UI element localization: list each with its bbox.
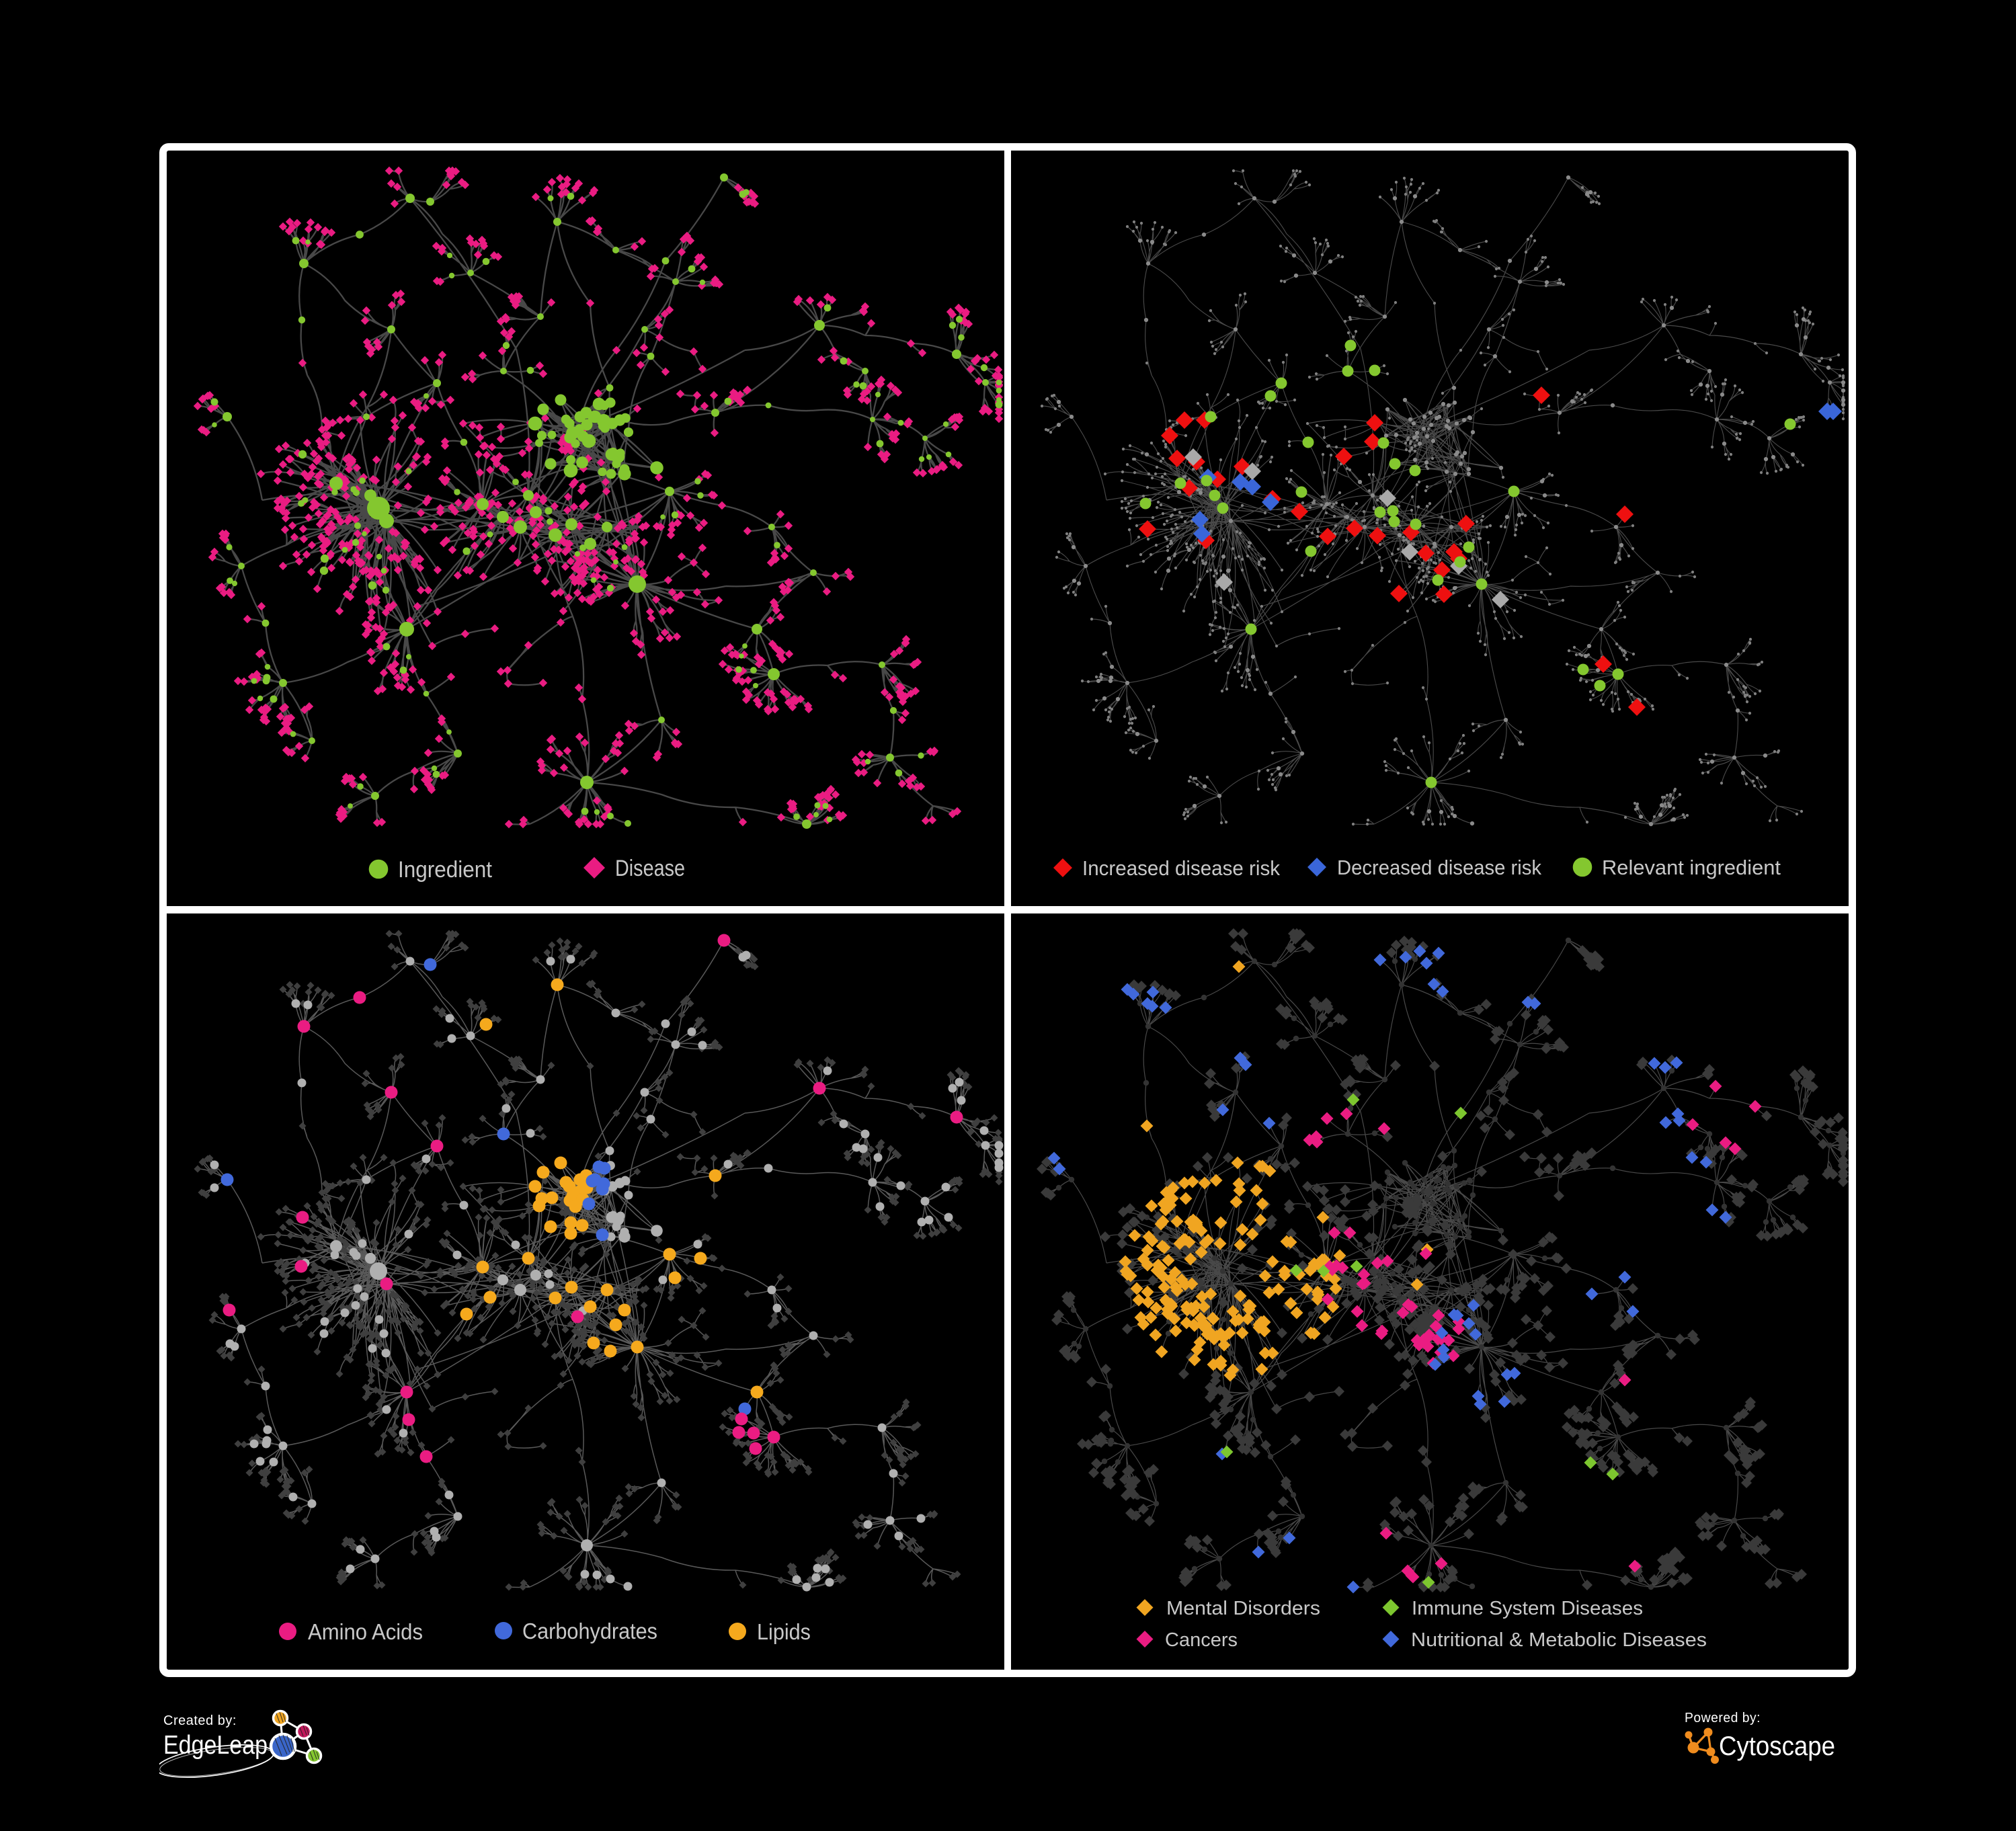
svg-text:Disease: Disease [615, 856, 685, 881]
svg-text:Nutritional & Metabolic Diseas: Nutritional & Metabolic Diseases [1411, 1629, 1707, 1651]
svg-text:Ingredient: Ingredient [398, 857, 493, 883]
svg-text:Created by:: Created by: [163, 1713, 237, 1728]
svg-text:Increased disease risk: Increased disease risk [1082, 856, 1280, 880]
svg-text:Immune System Diseases: Immune System Diseases [1412, 1598, 1643, 1619]
svg-text:Lipids: Lipids [757, 1619, 811, 1644]
svg-text:EdgeLeap: EdgeLeap [163, 1731, 268, 1760]
svg-text:Powered by:: Powered by: [1685, 1711, 1761, 1725]
svg-text:Cancers: Cancers [1165, 1629, 1238, 1651]
svg-text:Relevant ingredient: Relevant ingredient [1602, 856, 1781, 879]
svg-text:Amino Acids: Amino Acids [308, 1619, 423, 1644]
svg-text:Decreased disease risk: Decreased disease risk [1337, 856, 1541, 879]
svg-text:Carbohydrates: Carbohydrates [522, 1619, 657, 1643]
svg-text:Mental Disorders: Mental Disorders [1166, 1598, 1320, 1619]
svg-text:Cytoscape: Cytoscape [1719, 1732, 1835, 1761]
